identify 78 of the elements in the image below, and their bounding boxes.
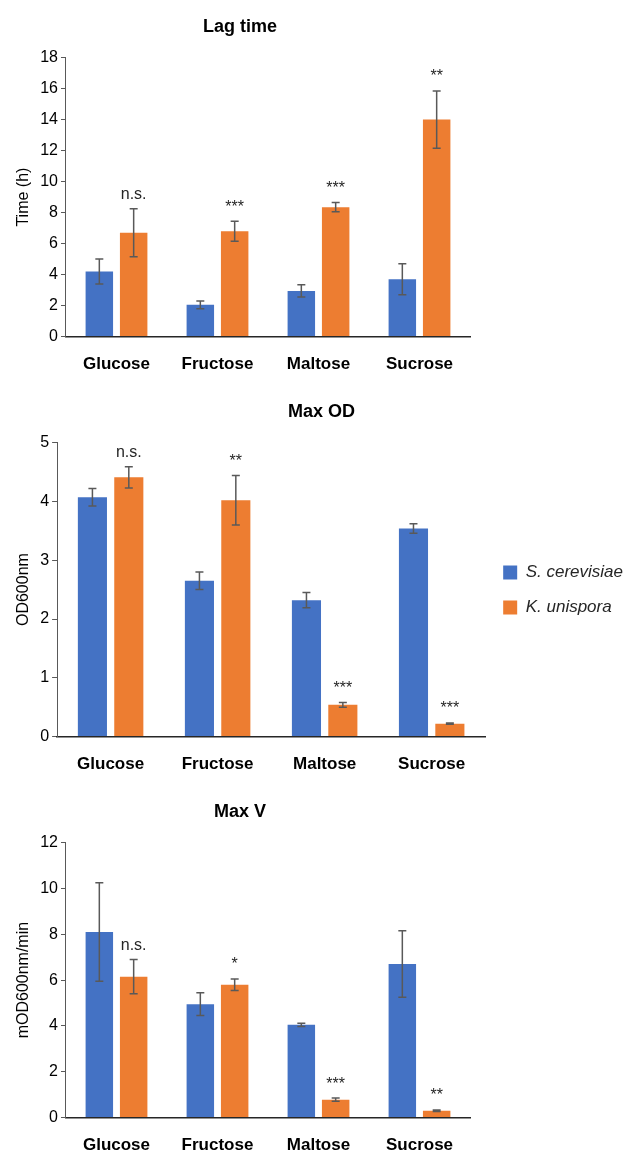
bar: [114, 477, 144, 737]
y-tick-label: 5: [40, 433, 50, 451]
y-axis-title: Time (h): [14, 167, 32, 227]
chart-title: Max V: [213, 800, 267, 821]
x-tick-label: Sucrose: [385, 1135, 454, 1155]
y-tick-label: 18: [40, 48, 59, 66]
annotation: n.s.: [115, 443, 142, 461]
annotation: ***: [333, 678, 353, 696]
annotation: ***: [326, 1074, 346, 1092]
y-tick-label: 1: [40, 668, 50, 686]
bar: [119, 976, 148, 1118]
bar: [85, 271, 114, 337]
y-tick-label: 8: [49, 924, 59, 942]
y-tick-label: 0: [40, 727, 50, 745]
y-tick-label: 16: [40, 79, 59, 97]
x-tick-label: Sucrose: [385, 354, 454, 374]
x-tick-label: Maltose: [293, 754, 357, 774]
bar: [221, 500, 251, 737]
x-tick-label: Maltose: [286, 1135, 351, 1155]
chart-title: Lag time: [202, 15, 278, 36]
y-tick-label: 4: [40, 491, 50, 509]
x-tick-label: Glucose: [77, 754, 145, 774]
annotation: ***: [440, 699, 460, 717]
x-tick-label: Glucose: [82, 354, 151, 374]
annotation: n.s.: [120, 185, 147, 203]
bar: [220, 984, 249, 1118]
y-tick-label: 0: [49, 327, 59, 345]
bar: [291, 600, 322, 737]
y-axis-title: mOD600nm/min: [14, 921, 32, 1039]
y-tick-label: 2: [49, 1062, 59, 1080]
y-tick-label: 2: [49, 296, 59, 314]
x-tick-label: Glucose: [82, 1135, 151, 1155]
x-tick-label: Fructose: [181, 1135, 254, 1155]
legend-label: S. cerevisiae: [525, 562, 624, 582]
y-tick-label: 10: [40, 172, 59, 190]
bar: [321, 1099, 350, 1118]
bar: [77, 497, 107, 737]
y-tick-label: 14: [40, 110, 59, 128]
y-tick-label: 4: [49, 265, 59, 283]
x-tick-label: Fructose: [181, 354, 254, 374]
y-tick-label: 0: [49, 1108, 59, 1126]
annotation: n.s.: [120, 935, 147, 953]
legend-label: K. unispora: [525, 597, 612, 617]
annotation: ***: [326, 178, 346, 196]
bar: [287, 1024, 316, 1118]
y-tick-label: 6: [49, 234, 59, 252]
bar: [321, 207, 350, 337]
bar: [186, 1004, 215, 1118]
y-tick-label: 2: [40, 609, 50, 627]
bar: [220, 231, 249, 337]
y-tick-label: 6: [49, 970, 59, 988]
y-tick-label: 12: [40, 141, 59, 159]
annotation: *: [231, 955, 238, 973]
y-axis-title: OD600nm: [14, 553, 32, 627]
y-tick-label: 12: [40, 833, 59, 851]
annotation: **: [430, 67, 443, 85]
x-tick-label: Sucrose: [398, 754, 466, 774]
x-tick-label: Maltose: [286, 354, 351, 374]
chart-title: Max OD: [287, 400, 356, 421]
y-tick-label: 3: [40, 550, 50, 568]
bar: [435, 723, 465, 737]
annotation: ***: [225, 197, 245, 215]
bar: [398, 528, 429, 737]
y-tick-label: 8: [49, 203, 59, 221]
bar: [186, 304, 215, 337]
y-tick-label: 10: [40, 878, 59, 896]
bar: [388, 279, 417, 337]
bar: [119, 232, 148, 337]
bar: [388, 964, 417, 1118]
bar: [184, 580, 214, 737]
y-tick-label: 4: [49, 1016, 59, 1034]
annotation: **: [229, 451, 243, 469]
x-tick-label: Fructose: [181, 754, 254, 774]
annotation: **: [430, 1086, 443, 1104]
bar: [287, 290, 316, 337]
bar: [85, 931, 114, 1118]
bar: [328, 704, 358, 737]
bar: [422, 119, 451, 337]
